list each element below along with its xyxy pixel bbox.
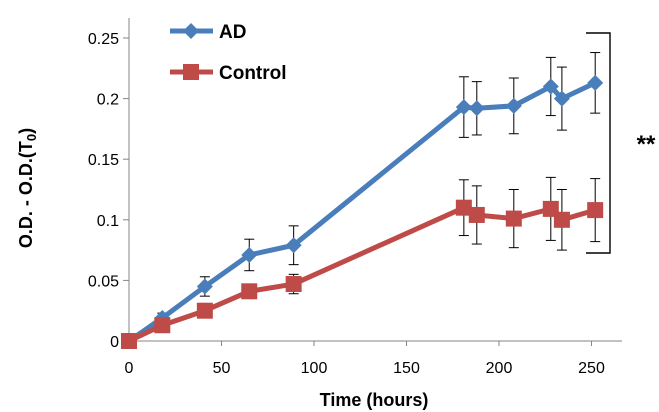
y-axis-title: O.D. - O.D.(T0) [16,128,39,248]
data-point-ad [468,100,485,117]
data-point-ad [505,97,522,114]
x-tick-label: 100 [301,360,328,377]
data-point-control [455,199,472,216]
data-point-control [587,202,604,219]
data-point-control [505,210,522,227]
data-point-control [196,302,213,319]
data-point-ad [285,237,302,254]
series-line-ad [126,80,598,344]
legend: AD Control [170,22,287,84]
axes [123,18,622,346]
y-axis-title-subscript: 0 [24,134,39,141]
data-point-control [468,206,485,223]
y-tick-label: 0 [110,334,119,351]
significance-bracket [586,32,611,254]
y-tick-label: 0.05 [88,273,119,290]
y-axis-title-end: ) [16,128,36,134]
y-tick-label: 0.25 [88,31,119,48]
x-tick-labels: 0 50 100 150 200 250 [125,360,605,377]
legend-label-ad: AD [219,22,246,43]
x-tick-label: 200 [486,360,513,377]
data-point-ad [587,74,604,91]
data-point-control [285,276,302,293]
data-point-ad [542,78,559,95]
x-tick-label: 50 [213,360,231,377]
significance-annotation: ** [637,131,656,158]
y-tick-labels: 0 0.05 0.1 0.15 0.2 0.25 [88,31,119,351]
y-tick-label: 0.1 [97,213,119,230]
data-point-control [241,283,258,300]
series-line-control [126,205,598,344]
data-point-control [121,333,137,349]
series-control [121,176,604,349]
data-point-ad [241,246,258,263]
y-tick-label: 0.15 [88,152,119,169]
data-point-ad [196,278,213,295]
legend-label-control: Control [219,63,287,84]
data-point-control [553,211,570,228]
x-tick-label: 0 [125,360,134,377]
x-tick-label: 250 [578,360,605,377]
data-point-control [154,317,171,334]
legend-marker-ad [183,23,199,39]
x-axis-title: Time (hours) [320,390,429,410]
y-tick-label: 0.2 [97,92,119,109]
data-point-ad [553,90,570,107]
legend-marker-control [183,64,199,80]
x-tick-label: 150 [393,360,420,377]
series-ad [121,52,604,349]
y-axis-title-main: O.D. - O.D.(T [16,141,36,248]
series-group [121,52,604,349]
data-point-ad [455,99,472,116]
